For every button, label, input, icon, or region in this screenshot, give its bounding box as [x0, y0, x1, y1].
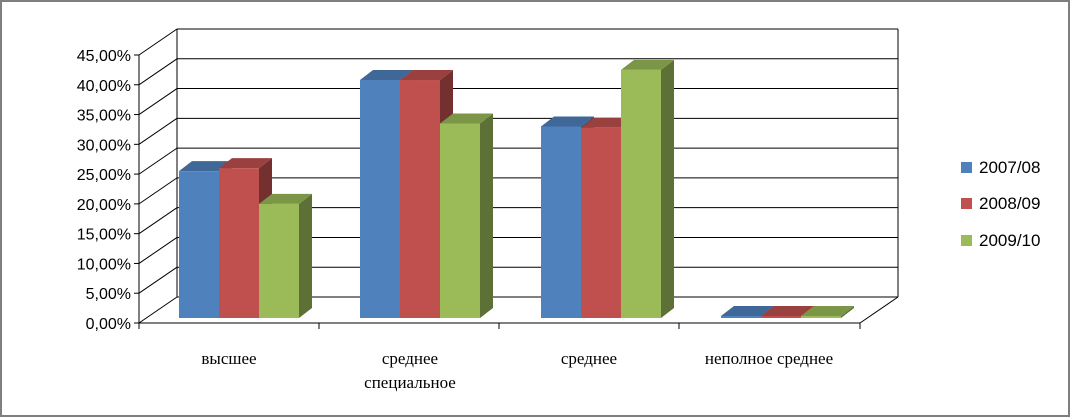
- legend-swatch: [961, 198, 972, 209]
- y-tick-label: 10,00%: [77, 256, 131, 273]
- y-axis: 0,00% 5,00% 10,00% 15,00% 20,00% 25,00% 30,00%…: [77, 48, 139, 333]
- y-tick-label: 0,00%: [86, 316, 131, 333]
- x-tick-label: неполное среднее: [705, 349, 833, 368]
- bar: [360, 80, 400, 318]
- bar-side: [299, 194, 312, 318]
- y-tick-label: 45,00%: [77, 48, 131, 65]
- bar: [440, 123, 480, 318]
- gridline-side: [139, 118, 177, 144]
- legend-swatch: [961, 235, 972, 246]
- y-tick-label: 40,00%: [77, 78, 131, 95]
- bar: [541, 126, 581, 318]
- bar: [179, 171, 219, 318]
- bar: [259, 204, 299, 318]
- y-tick-label: 35,00%: [77, 108, 131, 125]
- floor-right-edge: [860, 297, 898, 323]
- gridline-side: [139, 297, 177, 323]
- legend-label: 2007/08: [979, 158, 1040, 177]
- x-tick-label: специальное: [364, 373, 456, 392]
- y-tick-label: 15,00%: [77, 227, 131, 244]
- legend-label: 2008/09: [979, 194, 1040, 213]
- gridline-side: [139, 267, 177, 293]
- x-tick-label: среднее: [561, 349, 617, 368]
- bar: [721, 316, 761, 318]
- y-tick-label: 30,00%: [77, 137, 131, 154]
- x-axis: высшее среднее специальное среднее неполное …: [139, 323, 860, 392]
- bar-side: [661, 60, 674, 318]
- gridline-side: [139, 148, 177, 174]
- bar: [581, 128, 621, 318]
- bar: [761, 316, 801, 318]
- bar-side: [480, 113, 493, 318]
- gridline-side: [139, 237, 177, 263]
- bars: [179, 60, 854, 318]
- bar: [400, 80, 440, 318]
- x-tick-label: высшее: [201, 349, 256, 368]
- y-tick-label: 25,00%: [77, 167, 131, 184]
- gridline-side: [139, 208, 177, 234]
- y-tick-label: 20,00%: [77, 197, 131, 214]
- bar: [621, 70, 661, 318]
- legend: 2007/08 2008/09 2009/10: [961, 158, 1040, 250]
- gridline-side: [139, 59, 177, 85]
- gridline-side: [139, 89, 177, 115]
- gridline-side: [139, 178, 177, 204]
- bar: [801, 316, 841, 318]
- legend-swatch: [961, 162, 972, 173]
- legend-label: 2009/10: [979, 231, 1040, 250]
- gridline-side: [139, 29, 177, 55]
- y-tick-label: 5,00%: [86, 286, 131, 303]
- bar: [219, 168, 259, 318]
- x-tick-label: среднее: [382, 349, 438, 368]
